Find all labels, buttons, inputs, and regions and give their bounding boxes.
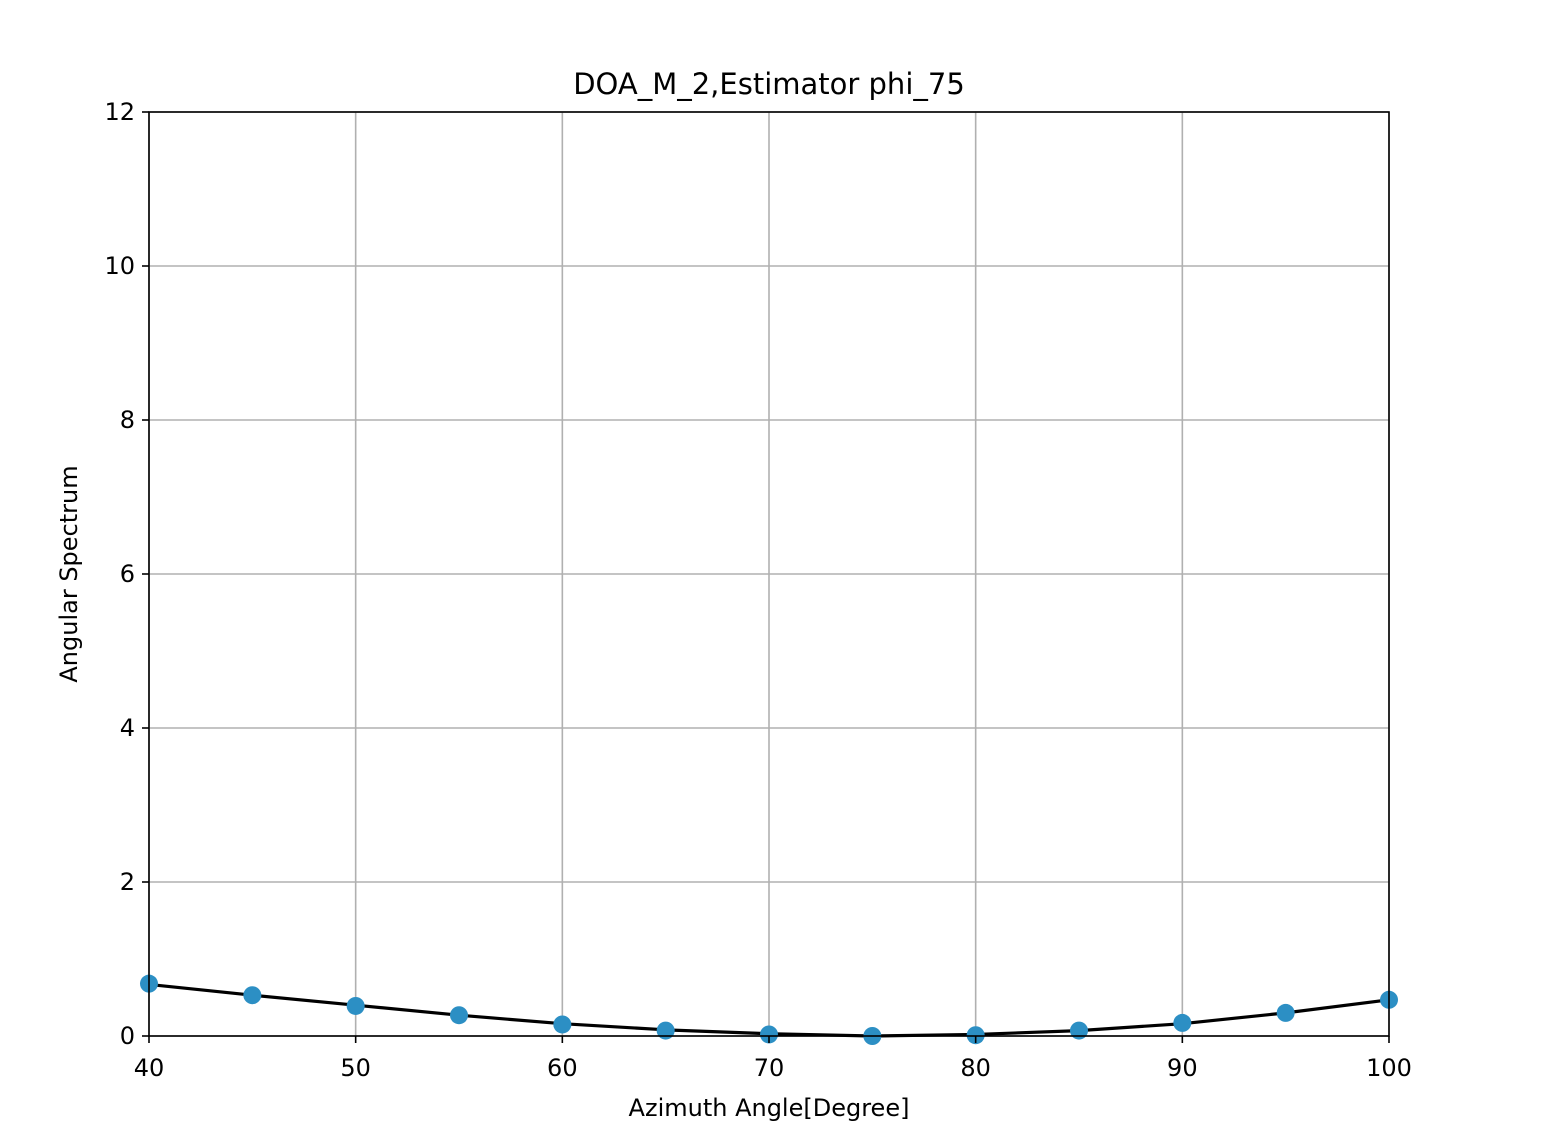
data-point [1173, 1013, 1192, 1032]
x-tick-label: 80 [960, 1054, 991, 1082]
series-points [140, 974, 1398, 1045]
ticks: 40 50 60 70 80 90 100 0 2 4 6 8 10 12 [104, 98, 1411, 1082]
x-tick-label: 50 [340, 1054, 371, 1082]
x-tick-label: 40 [134, 1054, 165, 1082]
data-point [656, 1021, 675, 1040]
y-tick-label: 10 [104, 252, 135, 280]
y-axis-label: Angular Spectrum [55, 465, 83, 682]
y-tick-label: 8 [120, 406, 135, 434]
x-tick-label: 100 [1366, 1054, 1412, 1082]
data-point [450, 1006, 468, 1025]
data-point [553, 1015, 572, 1034]
x-tick-label: 60 [547, 1054, 578, 1082]
y-tick-label: 2 [120, 868, 135, 896]
y-tick-label: 0 [120, 1022, 135, 1050]
y-tick-label: 4 [120, 714, 135, 742]
x-tick-label: 70 [754, 1054, 785, 1082]
y-tick-label: 6 [120, 560, 135, 588]
data-point [760, 1025, 778, 1044]
x-axis-label: Azimuth Angle[Degree] [629, 1094, 910, 1122]
chart-title: DOA_M_2,Estimator phi_75 [573, 67, 965, 101]
data-point [1276, 1003, 1295, 1022]
x-tick-label: 90 [1167, 1054, 1198, 1082]
y-tick-label: 12 [104, 98, 135, 126]
data-point [346, 996, 365, 1015]
data-point [243, 986, 262, 1005]
data-point [1070, 1021, 1088, 1040]
